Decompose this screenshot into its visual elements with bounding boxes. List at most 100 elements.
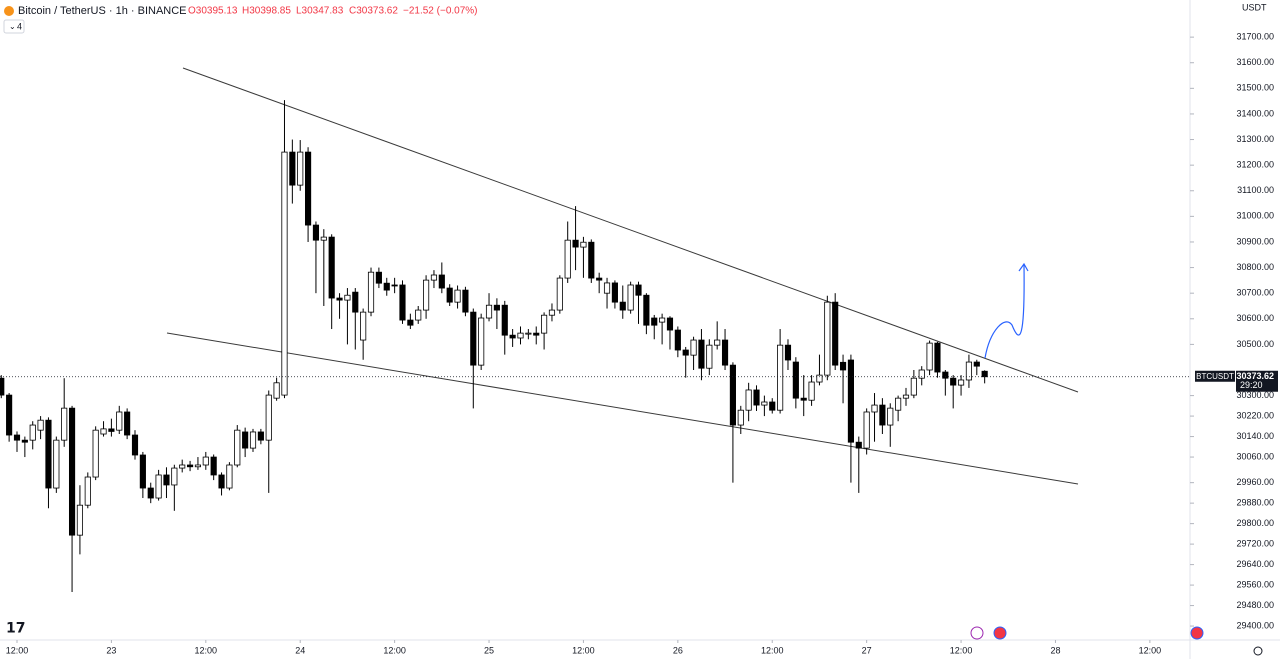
candle-body-up (454, 289, 461, 303)
candle-body-up (179, 464, 186, 469)
event-icon[interactable] (970, 626, 984, 640)
y-tick-label: 29560.00 (1236, 579, 1274, 589)
candle-body-down (596, 277, 603, 281)
candle-body-up (100, 428, 107, 435)
x-tick-label: 12:00 (6, 645, 29, 655)
candles (0, 100, 988, 592)
y-tick-label: 30060.00 (1236, 451, 1274, 461)
settings-icon[interactable] (1253, 646, 1263, 656)
lower-trendline (166, 332, 1079, 485)
candle-body-up (895, 397, 902, 411)
candle-body-up (29, 424, 36, 441)
candle-body-up (194, 464, 202, 468)
y-tick-label: 29400.00 (1236, 620, 1274, 630)
tv-logo[interactable]: 𝟭𝟳 (6, 620, 25, 636)
candle-body-up (737, 409, 744, 426)
candle-body-down (981, 370, 988, 378)
y-tick-label: 30140.00 (1236, 431, 1274, 441)
candle-body-down (446, 287, 453, 303)
candle-body-up (808, 381, 815, 401)
candle-body-up (320, 236, 327, 241)
candle-body-up (367, 271, 375, 313)
candle-body-down (383, 282, 390, 291)
candle-body-up (706, 344, 713, 369)
ohlc-high: H30398.85 (242, 6, 291, 17)
candle-body-down (855, 441, 862, 449)
candle-body-up (525, 332, 532, 335)
candle-body-down (839, 361, 847, 371)
candle-body-down (832, 301, 839, 366)
candle-body-up (863, 411, 870, 449)
ticker-tag-label: BTCUSDT (1196, 372, 1234, 381)
candle-body-down (470, 311, 477, 366)
indicator-count: 4 (17, 21, 22, 31)
candle-body-down (493, 304, 500, 311)
candle-body-up (965, 361, 973, 381)
candle-body-down (784, 344, 792, 361)
candle-body-down (674, 329, 681, 351)
ticker-tag (1195, 370, 1235, 382)
y-tick-label: 29880.00 (1236, 498, 1274, 508)
candle-body-up (548, 309, 556, 316)
candle-body-up (61, 407, 68, 441)
flag-icon[interactable] (993, 626, 1007, 640)
toggle-arrow: ⌄ (9, 22, 16, 31)
candle-body-down (352, 291, 359, 313)
y-tick-label: 31500.00 (1236, 83, 1274, 93)
y-tick-label: 29480.00 (1236, 600, 1274, 610)
candle-body-down (769, 401, 776, 411)
candle-body-up (116, 411, 123, 431)
candle-body-down (666, 317, 674, 331)
last-price-tag (1236, 370, 1278, 392)
y-tick-label: 30220.00 (1236, 410, 1274, 420)
candle-body-up (478, 317, 485, 366)
y-tick-label: 30800.00 (1236, 262, 1274, 272)
x-tick-label: 12:00 (1139, 645, 1162, 655)
candle-body-down (729, 364, 736, 426)
y-tick-label: 29800.00 (1236, 518, 1274, 528)
candle-body-down (68, 407, 76, 536)
candle-body-up (226, 464, 233, 489)
candle-body-down (399, 284, 406, 321)
candle-body-up (423, 279, 430, 311)
candle-body-up (281, 151, 288, 396)
candle-body-up (603, 282, 611, 294)
x-tick-label: 12:00 (383, 645, 406, 655)
flag-icon[interactable] (1190, 626, 1204, 640)
y-tick-label: 31400.00 (1236, 108, 1274, 118)
candle-body-up (92, 429, 99, 478)
x-tick-label: 24 (295, 645, 305, 655)
y-tick-label: 31100.00 (1237, 185, 1274, 195)
currency-selector[interactable]: USDT (1242, 2, 1267, 12)
candle-body-down (509, 334, 516, 339)
ohlc-close: C30373.62 (349, 6, 398, 17)
candle-body-up (659, 317, 666, 323)
symbol-title[interactable]: Bitcoin / TetherUS · 1h · BINANCE (18, 5, 187, 17)
y-tick-label: 29720.00 (1236, 538, 1274, 548)
candle-body-up (273, 382, 280, 399)
candle-body-down (328, 236, 335, 299)
candle-body-down (753, 389, 760, 406)
candle-body-up (918, 369, 925, 379)
candle-body-down (698, 339, 705, 369)
forecast-arrow (984, 264, 1025, 359)
candle-body-down (21, 439, 28, 443)
candle-body-up (430, 274, 438, 281)
candle-body-up (745, 389, 752, 411)
ohlc-low: L30347.83 (296, 6, 344, 17)
x-tick-label: 12:00 (572, 645, 595, 655)
candle-body-down (336, 297, 343, 301)
y-tick-label: 30300.00 (1236, 390, 1274, 400)
candle-body-down (682, 349, 689, 356)
x-tick-label: 12:00 (195, 645, 218, 655)
indicator-toggle[interactable] (3, 19, 25, 34)
last-price-label: 30373.62 (1236, 371, 1274, 381)
y-tick-label: 31700.00 (1236, 32, 1274, 42)
y-tick-label: 30600.00 (1236, 313, 1274, 323)
candle-body-up (887, 407, 894, 426)
y-tick-label: 31600.00 (1236, 57, 1274, 67)
candle-body-up (249, 431, 257, 449)
candle-body-down (218, 474, 225, 489)
candle-body-down (879, 404, 886, 426)
